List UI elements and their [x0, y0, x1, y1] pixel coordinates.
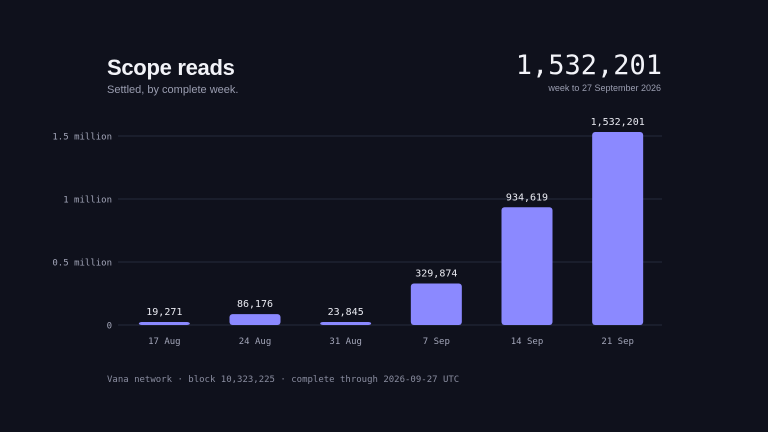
- data-label: 86,176: [237, 299, 273, 310]
- x-tick-label: 24 Aug: [239, 337, 272, 347]
- x-tick-label: 31 Aug: [329, 337, 362, 347]
- y-tick-label: 0.5 million: [52, 259, 112, 269]
- data-label: 329,874: [415, 268, 457, 279]
- bar: [501, 207, 553, 325]
- headline-caption: week to 27 September 2026: [548, 83, 661, 93]
- x-tick-label: 14 Sep: [511, 337, 544, 347]
- y-tick-label: 1.5 million: [52, 133, 112, 143]
- bar: [410, 283, 462, 325]
- headline-value: 1,532,201: [515, 50, 662, 81]
- bar: [138, 322, 190, 325]
- footer-note: Vana network · block 10,323,225 · comple…: [107, 375, 460, 385]
- x-tick-label: 21 Sep: [601, 337, 634, 347]
- x-tick-label: 17 Aug: [148, 337, 181, 347]
- bar: [320, 321, 372, 325]
- x-tick-label: 7 Sep: [423, 337, 450, 347]
- bar: [229, 314, 281, 325]
- data-label: 934,619: [506, 192, 548, 203]
- y-tick-label: 0: [107, 322, 112, 332]
- data-label: 1,532,201: [591, 117, 645, 128]
- chart-subtitle: Settled, by complete week.: [107, 84, 239, 96]
- y-tick-label: 1 million: [63, 196, 112, 206]
- data-label: 23,845: [328, 307, 364, 318]
- bar: [592, 132, 644, 325]
- data-label: 19,271: [146, 307, 182, 318]
- chart-title: Scope reads: [107, 55, 235, 80]
